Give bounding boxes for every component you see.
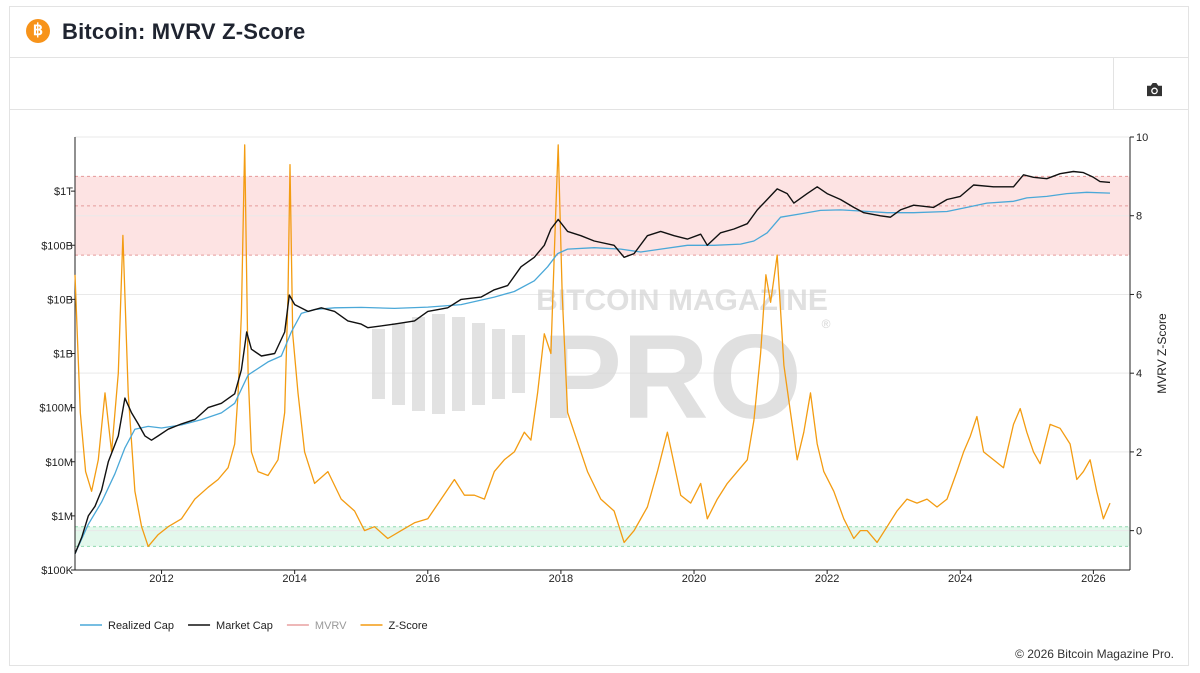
watermark-bar <box>392 323 405 405</box>
watermark-line2: PRO <box>542 310 802 444</box>
chart-legend: Realized Cap Market Cap MVRV Z-Score <box>80 620 428 632</box>
legend-item[interactable]: MVRV <box>286 620 347 632</box>
series-market-cap <box>74 170 1111 554</box>
y-right-tick-label: 8 <box>1136 211 1142 223</box>
watermark-bar <box>472 323 485 405</box>
y-left-tick-label: $1B <box>53 349 73 361</box>
y-right-tick-label: 2 <box>1136 447 1142 459</box>
series-z-score <box>74 144 1111 548</box>
y-right-axis-label: MVRV Z-Score <box>1155 313 1169 394</box>
y-left-tick-label: $100B <box>41 240 73 252</box>
chart-frame <box>9 6 1189 666</box>
watermark-bar <box>452 317 465 411</box>
y-left-tick-label: $1M <box>52 511 73 523</box>
y-left-tick-label: $100K <box>41 565 73 577</box>
legend-label: Market Cap <box>216 620 273 632</box>
legend-item[interactable]: Market Cap <box>188 620 273 632</box>
x-tick-label: 2018 <box>549 573 573 585</box>
band-low <box>75 526 1130 547</box>
series-realized-cap <box>74 191 1111 554</box>
x-tick-label: 2026 <box>1081 573 1105 585</box>
watermark-bar <box>412 317 425 411</box>
watermark-bar <box>512 335 525 393</box>
bitcoin-logo-icon: ฿ <box>26 19 50 43</box>
y-right-tick-label: 0 <box>1136 526 1142 538</box>
y-right-tick-label: 10 <box>1136 132 1148 144</box>
y-right-tick-label: 4 <box>1136 368 1142 380</box>
x-tick-label: 2022 <box>815 573 839 585</box>
legend-item[interactable]: Z-Score <box>360 620 428 632</box>
y-right-tick-label: 6 <box>1136 289 1142 301</box>
x-tick-label: 2016 <box>416 573 440 585</box>
watermark-bar <box>492 329 505 399</box>
chart-toolbar <box>9 58 1189 110</box>
legend-label: Realized Cap <box>108 620 174 632</box>
camera-icon[interactable] <box>1145 82 1164 97</box>
watermark-bars-icon <box>372 314 525 414</box>
watermark-registered: ® <box>822 317 831 331</box>
watermark-bar <box>372 329 385 399</box>
copyright-text: © 2026 Bitcoin Magazine Pro. <box>1015 647 1174 661</box>
chart-header: ฿ Bitcoin: MVRV Z-Score <box>9 6 1189 58</box>
legend-label: MVRV <box>315 620 347 632</box>
legend-item[interactable]: Realized Cap <box>80 620 174 632</box>
y-left-tick-label: $1T <box>54 186 73 198</box>
y-left-tick-label: $10M <box>45 457 73 469</box>
series-layer <box>74 144 1111 554</box>
y-left-tick-label: $10B <box>47 294 73 306</box>
watermark: BITCOIN MAGAZINE PRO ® <box>372 284 831 444</box>
x-tick-label: 2012 <box>149 573 173 585</box>
watermark-bar <box>432 314 445 414</box>
page-title: Bitcoin: MVRV Z-Score <box>62 19 306 44</box>
x-tick-label: 2024 <box>948 573 972 585</box>
x-tick-label: 2014 <box>282 573 306 585</box>
y-left-tick-label: $100M <box>39 403 73 415</box>
chart-axes: 2012 2014 2016 2018 2020 2022 2024 2026 $100K $1M… <box>39 132 1169 585</box>
x-tick-label: 2020 <box>682 573 706 585</box>
legend-label: Z-Score <box>389 620 428 632</box>
toolbar-divider <box>1113 58 1114 109</box>
